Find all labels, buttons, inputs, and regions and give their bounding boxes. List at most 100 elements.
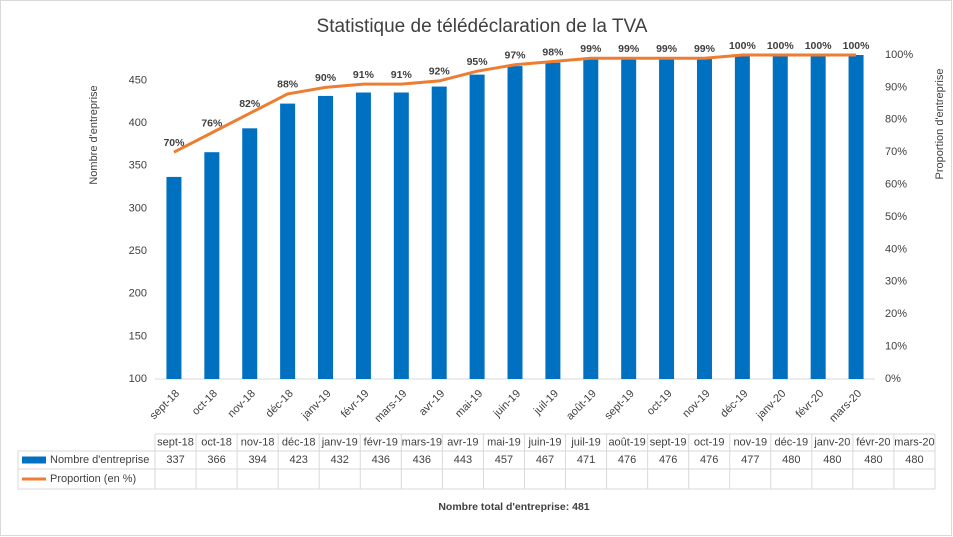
table-header: déc-19 <box>774 436 808 448</box>
data-label: 100% <box>729 40 757 52</box>
bar <box>659 58 675 380</box>
data-label: 100% <box>843 40 871 52</box>
legend-swatch <box>22 456 46 464</box>
table-value: 457 <box>495 454 513 466</box>
table-value: 366 <box>207 454 225 466</box>
y2-tick-label: 100% <box>885 49 913 61</box>
bar <box>280 103 296 379</box>
bar <box>621 58 637 380</box>
note: Nombre total d'entreprise: 481 <box>438 501 589 513</box>
y-tick-label: 250 <box>129 245 147 257</box>
y2-tick-label: 70% <box>885 146 907 158</box>
table-value: 476 <box>659 454 677 466</box>
bar <box>204 152 220 379</box>
table-value: 337 <box>166 454 184 466</box>
data-label: 99% <box>580 43 602 55</box>
table-header: sept-18 <box>157 436 194 448</box>
y-axis-label: Nombre d'entreprise <box>88 85 100 184</box>
y-tick-label: 150 <box>129 330 147 342</box>
data-label: 99% <box>694 43 716 55</box>
y2-axis-label: Proportion d'entreprise <box>934 69 946 180</box>
data-label: 95% <box>467 56 489 68</box>
table-header: juin-19 <box>527 436 561 448</box>
y2-tick-label: 40% <box>885 243 907 255</box>
table-value: 480 <box>864 454 882 466</box>
table-value: 432 <box>331 454 349 466</box>
bar <box>734 55 750 379</box>
data-label: 88% <box>277 79 299 91</box>
data-label: 90% <box>315 72 337 84</box>
legend-label: Nombre d'entreprise <box>50 454 149 466</box>
table-value: 394 <box>248 454 266 466</box>
y-tick-label: 200 <box>129 288 147 300</box>
table-header: mars-20 <box>894 436 934 448</box>
line <box>173 53 857 154</box>
data-label: 97% <box>504 50 526 62</box>
table-header: mai-19 <box>487 436 521 448</box>
table-header: oct-18 <box>201 436 232 448</box>
table-header: nov-18 <box>241 436 275 448</box>
table-value: 423 <box>290 454 308 466</box>
bar <box>355 92 371 379</box>
data-label: 100% <box>767 40 795 52</box>
table-header: août-19 <box>608 436 645 448</box>
table-value: 476 <box>618 454 636 466</box>
bar <box>772 55 788 379</box>
data-label: 99% <box>618 43 640 55</box>
table-value: 480 <box>782 454 800 466</box>
data-label: 91% <box>353 69 375 81</box>
table-value: 436 <box>372 454 390 466</box>
table-header: oct-19 <box>694 436 725 448</box>
y2-tick-label: 0% <box>885 373 901 385</box>
y2-tick-label: 50% <box>885 211 907 223</box>
data-label: 76% <box>201 118 223 130</box>
y-tick-label: 100 <box>129 373 147 385</box>
bar <box>393 92 409 379</box>
table-header: juil-19 <box>570 436 600 448</box>
table-value: 480 <box>905 454 923 466</box>
data-label: 99% <box>656 43 678 55</box>
chart-title: Statistique de télédéclaration de la TVA <box>317 16 648 37</box>
y-tick-label: 300 <box>129 202 147 214</box>
bar <box>507 66 523 379</box>
bar <box>166 176 182 379</box>
data-label: 92% <box>429 66 451 78</box>
bar <box>242 128 258 379</box>
bar <box>848 55 864 379</box>
table-header: févr-19 <box>364 436 398 448</box>
bar <box>431 86 447 380</box>
y2-tick-label: 80% <box>885 114 907 126</box>
table-value: 477 <box>741 454 759 466</box>
table-header: avr-19 <box>447 436 478 448</box>
data-label: 98% <box>542 46 564 58</box>
table-value: 436 <box>413 454 431 466</box>
bar <box>810 55 826 379</box>
table-header: sept-19 <box>650 436 687 448</box>
legend-label: Proportion (en %) <box>50 473 136 485</box>
data-label: 70% <box>163 137 185 149</box>
table-value: 476 <box>700 454 718 466</box>
data-label: 82% <box>239 98 261 110</box>
table-value: 471 <box>577 454 595 466</box>
y2-tick-label: 20% <box>885 308 907 320</box>
data-label: 100% <box>805 40 833 52</box>
bar <box>583 58 599 380</box>
table-header: janv-19 <box>321 436 358 448</box>
table-value: 443 <box>454 454 472 466</box>
table-value: 467 <box>536 454 554 466</box>
y2-tick-label: 60% <box>885 179 907 191</box>
bar <box>696 57 712 380</box>
y-tick-label: 450 <box>129 74 147 86</box>
bar <box>469 74 485 379</box>
y2-tick-label: 30% <box>885 276 907 288</box>
table-value: 480 <box>823 454 841 466</box>
bar <box>545 62 561 380</box>
table-header: janv-20 <box>813 436 850 448</box>
y2-tick-label: 90% <box>885 81 907 93</box>
table-header: mars-19 <box>402 436 442 448</box>
bar <box>318 95 334 379</box>
y2-tick-label: 10% <box>885 341 907 353</box>
table-header: déc-18 <box>282 436 316 448</box>
data-label: 91% <box>391 69 413 81</box>
